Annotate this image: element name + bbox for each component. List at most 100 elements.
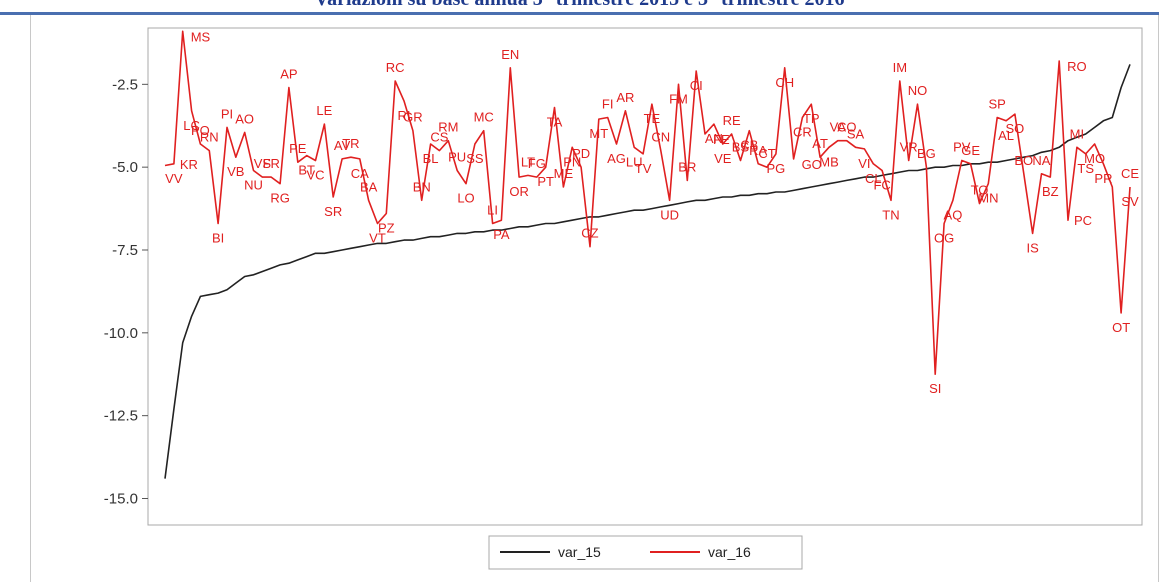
point-label: SA [847,126,865,141]
point-label: RM [438,120,458,135]
point-label: PZ [378,221,395,236]
point-label: SV [1121,194,1139,209]
point-label: BN [413,179,431,194]
point-label: PU [448,149,466,164]
point-label: LI [487,202,498,217]
point-label: CN [651,130,670,145]
y-tick-label: -5.0 [112,159,138,176]
point-label: SS [466,151,484,166]
point-label: CH [775,75,794,90]
series-line-var_16 [164,30,1131,376]
point-label: PG [766,161,785,176]
frame-left-border [30,15,31,582]
y-axis: -2.5 -5.0 -7.5 -10.0 -12.5 -15.0 [104,76,148,507]
point-label: MT [589,126,608,141]
point-label: AQ [944,207,963,222]
point-label: MB [819,154,839,169]
point-label: NU [244,177,263,192]
point-label: BA [360,179,378,194]
point-label: FC [873,177,890,192]
point-label: TA [547,115,563,130]
point-label: FR [263,156,280,171]
point-label: VE [714,151,732,166]
point-label: LU [626,154,643,169]
point-label: FG [528,156,546,171]
point-label: SR [324,204,342,219]
point-label: TV [635,161,652,176]
point-label: CB [740,138,758,153]
point-label: CO [837,120,857,135]
point-label: PI [221,106,233,121]
point-label: RI [398,108,411,123]
point-label: NO [908,83,928,98]
point-label: VV [165,171,183,186]
point-label: PV [953,140,971,155]
point-label: NA [1032,153,1050,168]
point-label: MC [474,110,494,125]
point-label: OR [509,184,529,199]
point-label: VT [369,230,386,245]
point-label: BS [732,140,750,155]
y-tick-label: -15.0 [104,490,138,507]
y-tick-label: -7.5 [112,242,138,259]
point-label: RN [200,130,219,145]
point-label: AL [998,128,1014,143]
point-label: VB [227,164,244,179]
point-label: LC [183,118,200,133]
y-tick-label: -10.0 [104,325,138,342]
point-label: AT [812,136,828,151]
point-label: PE [289,141,307,156]
point-label: EN [501,47,519,62]
point-label: PO [191,123,210,138]
point-label: SO [1006,121,1025,136]
point-label: TN [882,207,899,222]
point-label: BO [1014,153,1033,168]
point-label: MO [1084,151,1105,166]
point-label: VR [900,140,918,155]
point-label: BR [678,159,696,174]
point-label: PD [572,146,590,161]
point-label: CL [865,171,882,186]
point-label: PT [537,174,554,189]
series-lines [164,30,1131,479]
point-label: RE [723,113,741,128]
point-label: IS [1026,240,1039,255]
point-label: GO [802,157,822,172]
y-tick-label: -12.5 [104,408,138,425]
point-label: CS [430,130,448,145]
point-label: VC [306,168,324,183]
point-label: TO [971,183,989,198]
point-label: OG [934,230,954,245]
point-label: AR [616,90,634,105]
point-label: KR [180,157,198,172]
point-label: AG [607,151,626,166]
point-label: LE [316,103,332,118]
point-label: FE [713,132,730,147]
plot-area [147,27,1143,526]
point-label: VA [830,120,847,135]
legend-label-var_15: var_15 [558,544,601,560]
point-label: PN [563,154,581,169]
point-label: MI [1070,126,1084,141]
point-label: MS [191,29,211,44]
point-label: RO [1067,59,1087,74]
point-label: VI [858,156,870,171]
point-label: SP [989,96,1006,111]
point-label: OT [1112,320,1130,335]
point-label: LO [457,191,474,206]
point-label: AO [235,111,254,126]
point-label: LT [521,154,535,169]
y-tick-label: -2.5 [112,76,138,93]
point-label: IM [893,60,907,75]
point-label: BT [298,163,315,178]
point-label: RC [386,60,405,75]
point-label: BZ [1042,184,1059,199]
point-label: CT [758,146,775,161]
point-label: CA [351,166,369,181]
point-label: TE [644,111,661,126]
point-label: RG [270,191,290,206]
point-label: ME [554,166,574,181]
point-label: GE [961,143,980,158]
